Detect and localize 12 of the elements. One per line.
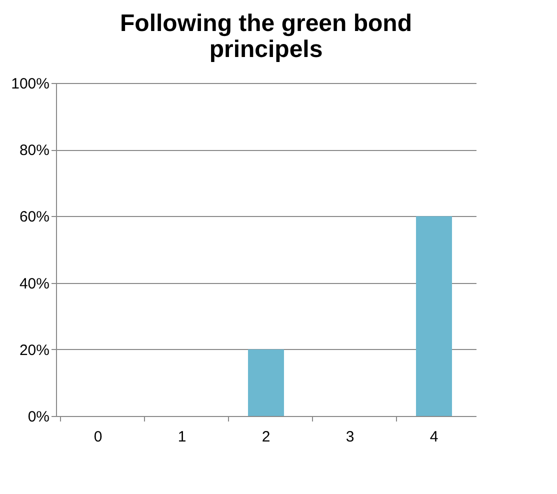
x-tick-label: 2	[262, 428, 270, 446]
y-tick-label: 80%	[19, 142, 50, 160]
y-tick-label: 60%	[19, 208, 50, 226]
y-tick-label: 20%	[19, 342, 50, 359]
x-tick-label: 1	[178, 428, 186, 446]
y-tick-label: 40%	[19, 275, 50, 292]
y-tick-label: 0%	[28, 408, 50, 426]
y-tick-label: 100%	[11, 76, 50, 92]
x-tick-label: 0	[94, 428, 102, 446]
chart-title: Following the green bond principels	[120, 10, 412, 63]
x-tick-label: 4	[430, 428, 438, 446]
x-tick-label: 3	[346, 428, 354, 446]
